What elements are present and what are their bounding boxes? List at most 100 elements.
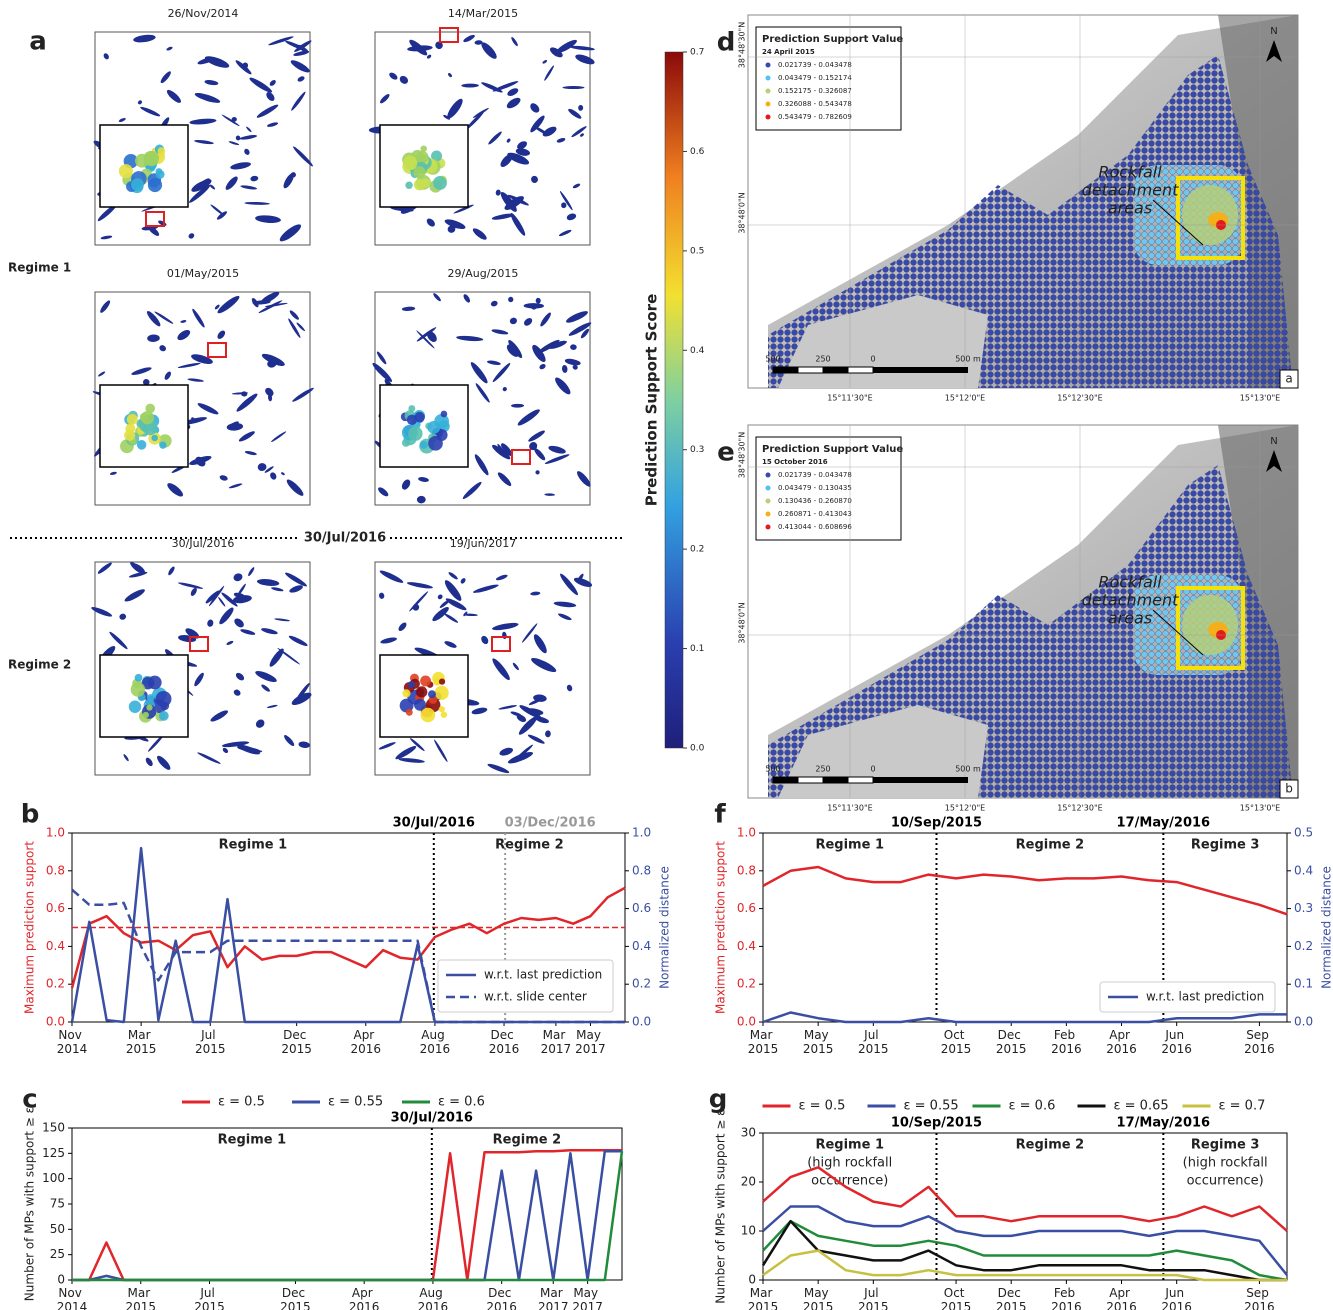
inset-blob xyxy=(420,707,436,723)
colorbar-tick-label: 0.3 xyxy=(690,445,704,455)
terrain-blob xyxy=(147,334,160,343)
boundary-label: 17/May/2016 xyxy=(1117,816,1211,831)
x-tick-label: Dec 2015 xyxy=(281,1028,312,1056)
terrain-blob xyxy=(416,495,426,504)
legend-entry: 0.326088 - 0.543478 xyxy=(778,100,852,108)
terrain-blob xyxy=(214,304,220,310)
inset-blob xyxy=(130,682,146,697)
terrain-blob xyxy=(255,719,265,728)
terrain-blob xyxy=(288,318,301,338)
terrain-blob xyxy=(145,757,153,767)
lon-label: 15°12'30"E xyxy=(1057,394,1102,403)
terrain-blob xyxy=(445,598,467,611)
terrain-blob xyxy=(460,578,466,584)
terrain-blob xyxy=(268,36,294,46)
terrain-blob xyxy=(269,80,276,86)
map-date: 26/Nov/2014 xyxy=(168,7,239,20)
scale-segment xyxy=(772,366,799,374)
terrain-blob xyxy=(497,472,512,486)
terrain-blob xyxy=(137,100,142,105)
terrain-blob xyxy=(510,212,526,236)
scale-label: 250 xyxy=(815,765,830,774)
inset-blob xyxy=(407,680,416,689)
terrain-blob xyxy=(471,707,488,715)
legend-entry: w.r.t. slide center xyxy=(484,990,587,1004)
inset-blob xyxy=(145,403,156,414)
terrain-blob xyxy=(495,189,501,196)
x-tick-label: Jun 2016 xyxy=(1161,1028,1192,1056)
scale-segment xyxy=(847,366,874,374)
terrain-blob xyxy=(501,443,513,456)
y2-tick-label: 0.0 xyxy=(632,1015,651,1029)
regime-label: Regime 2 xyxy=(493,1133,562,1148)
terrain-blob xyxy=(271,587,284,592)
terrain-blob xyxy=(435,41,443,50)
y2-tick-label: 0.8 xyxy=(632,863,651,877)
inset-frame xyxy=(379,384,469,468)
terrain-blob xyxy=(474,40,483,45)
terrain-blob xyxy=(195,456,206,467)
terrain-blob xyxy=(461,83,479,88)
terrain-blob xyxy=(444,580,462,601)
terrain-blob xyxy=(288,635,308,647)
inset-blob xyxy=(428,690,436,699)
terrain-blob xyxy=(378,742,396,750)
terrain-blob xyxy=(507,88,519,97)
boundary-label: 30/Jul/2016 xyxy=(393,816,475,831)
terrain-blob xyxy=(194,672,204,687)
inset-blob xyxy=(414,698,427,711)
legend-entry: ε = 0.55 xyxy=(328,1095,383,1110)
inset-blob xyxy=(118,164,133,179)
legend-box xyxy=(437,959,614,1013)
terrain-blob xyxy=(490,300,498,307)
x-tick-label: Dec 2016 xyxy=(486,1286,517,1310)
terrain-blob xyxy=(217,330,226,339)
terrain-blob xyxy=(506,138,511,143)
terrain-blob xyxy=(285,572,307,587)
terrain-blob xyxy=(448,572,458,580)
terrain-blob xyxy=(444,219,466,230)
terrain-blob xyxy=(228,483,243,489)
terrain-blob xyxy=(252,300,271,305)
regime-label: Regime 3 xyxy=(1191,838,1260,853)
terrain-blob xyxy=(261,628,278,635)
y2-tick-label: 0.6 xyxy=(632,901,651,915)
y-tick-label: 0.0 xyxy=(46,1015,65,1029)
y-tick-label: 0.4 xyxy=(737,939,756,953)
panel-label: g xyxy=(709,1085,728,1115)
terrain-blob xyxy=(380,94,390,104)
terrain-blob xyxy=(207,619,214,627)
terrain-blob xyxy=(236,393,258,412)
terrain-blob xyxy=(560,573,578,596)
terrain-blob xyxy=(291,91,306,111)
inset-blob xyxy=(434,685,449,700)
scale-segment xyxy=(822,776,849,784)
inset-blob xyxy=(405,708,413,716)
terrain-blob xyxy=(296,322,305,332)
inset-blob xyxy=(408,426,423,441)
y-tick-label: 0 xyxy=(57,1273,65,1287)
terrain-blob xyxy=(378,487,389,497)
y2-tick-label: 0.2 xyxy=(632,977,651,991)
inset-blob xyxy=(413,166,426,179)
north-label: N xyxy=(1270,436,1277,447)
regime-label: Regime 1 xyxy=(815,1138,884,1153)
y-tick-label: 0.8 xyxy=(46,863,65,877)
terrain-blob xyxy=(448,73,452,78)
terrain-blob xyxy=(530,591,541,596)
x-tick-label: Mar 2015 xyxy=(748,1028,779,1056)
terrain-blob xyxy=(549,47,563,58)
annotation-pointer xyxy=(1152,609,1204,656)
inset-blob xyxy=(136,440,147,450)
boundary-label: 17/May/2016 xyxy=(1117,1116,1211,1131)
terrain-blob xyxy=(221,592,238,607)
series-line xyxy=(762,1205,1288,1276)
scale-segment xyxy=(797,776,824,784)
terrain-blob xyxy=(488,131,502,145)
y-tick-label: 0.8 xyxy=(737,863,756,877)
inset-blob xyxy=(146,704,153,711)
terrain-blob xyxy=(544,65,554,81)
terrain-blob xyxy=(244,201,270,205)
terrain-blob xyxy=(210,204,224,216)
